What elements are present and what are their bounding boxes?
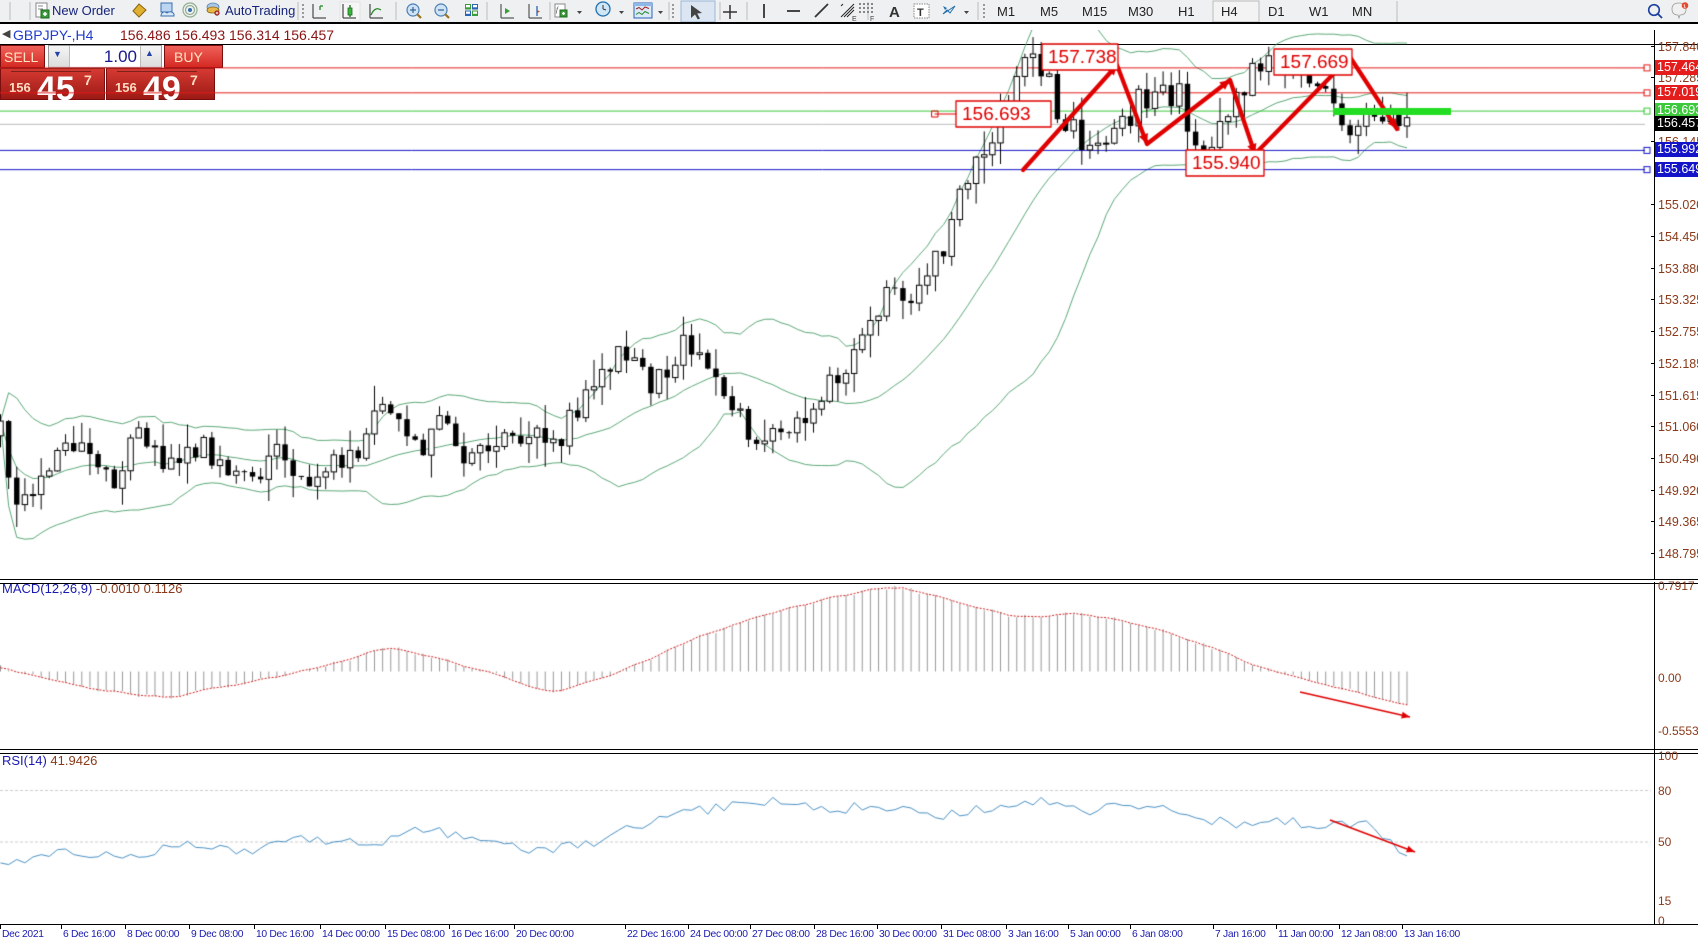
svg-text:H1: H1 — [1178, 4, 1195, 19]
svg-text:M15: M15 — [1082, 4, 1107, 19]
svg-text:H4: H4 — [1221, 4, 1238, 19]
svg-text:E: E — [852, 16, 857, 22]
svg-text:1: 1 — [1683, 3, 1686, 9]
svg-text:M5: M5 — [1040, 4, 1058, 19]
svg-text:New Order: New Order — [52, 3, 116, 18]
svg-text:F: F — [870, 16, 874, 22]
svg-text:M1: M1 — [997, 4, 1015, 19]
svg-text:MN: MN — [1352, 4, 1372, 19]
svg-text:M30: M30 — [1128, 4, 1153, 19]
svg-text:D1: D1 — [1268, 4, 1285, 19]
svg-text:A: A — [889, 4, 900, 21]
svg-text:W1: W1 — [1309, 4, 1329, 19]
svg-text:T: T — [917, 7, 924, 19]
svg-text:AutoTrading: AutoTrading — [225, 3, 295, 18]
